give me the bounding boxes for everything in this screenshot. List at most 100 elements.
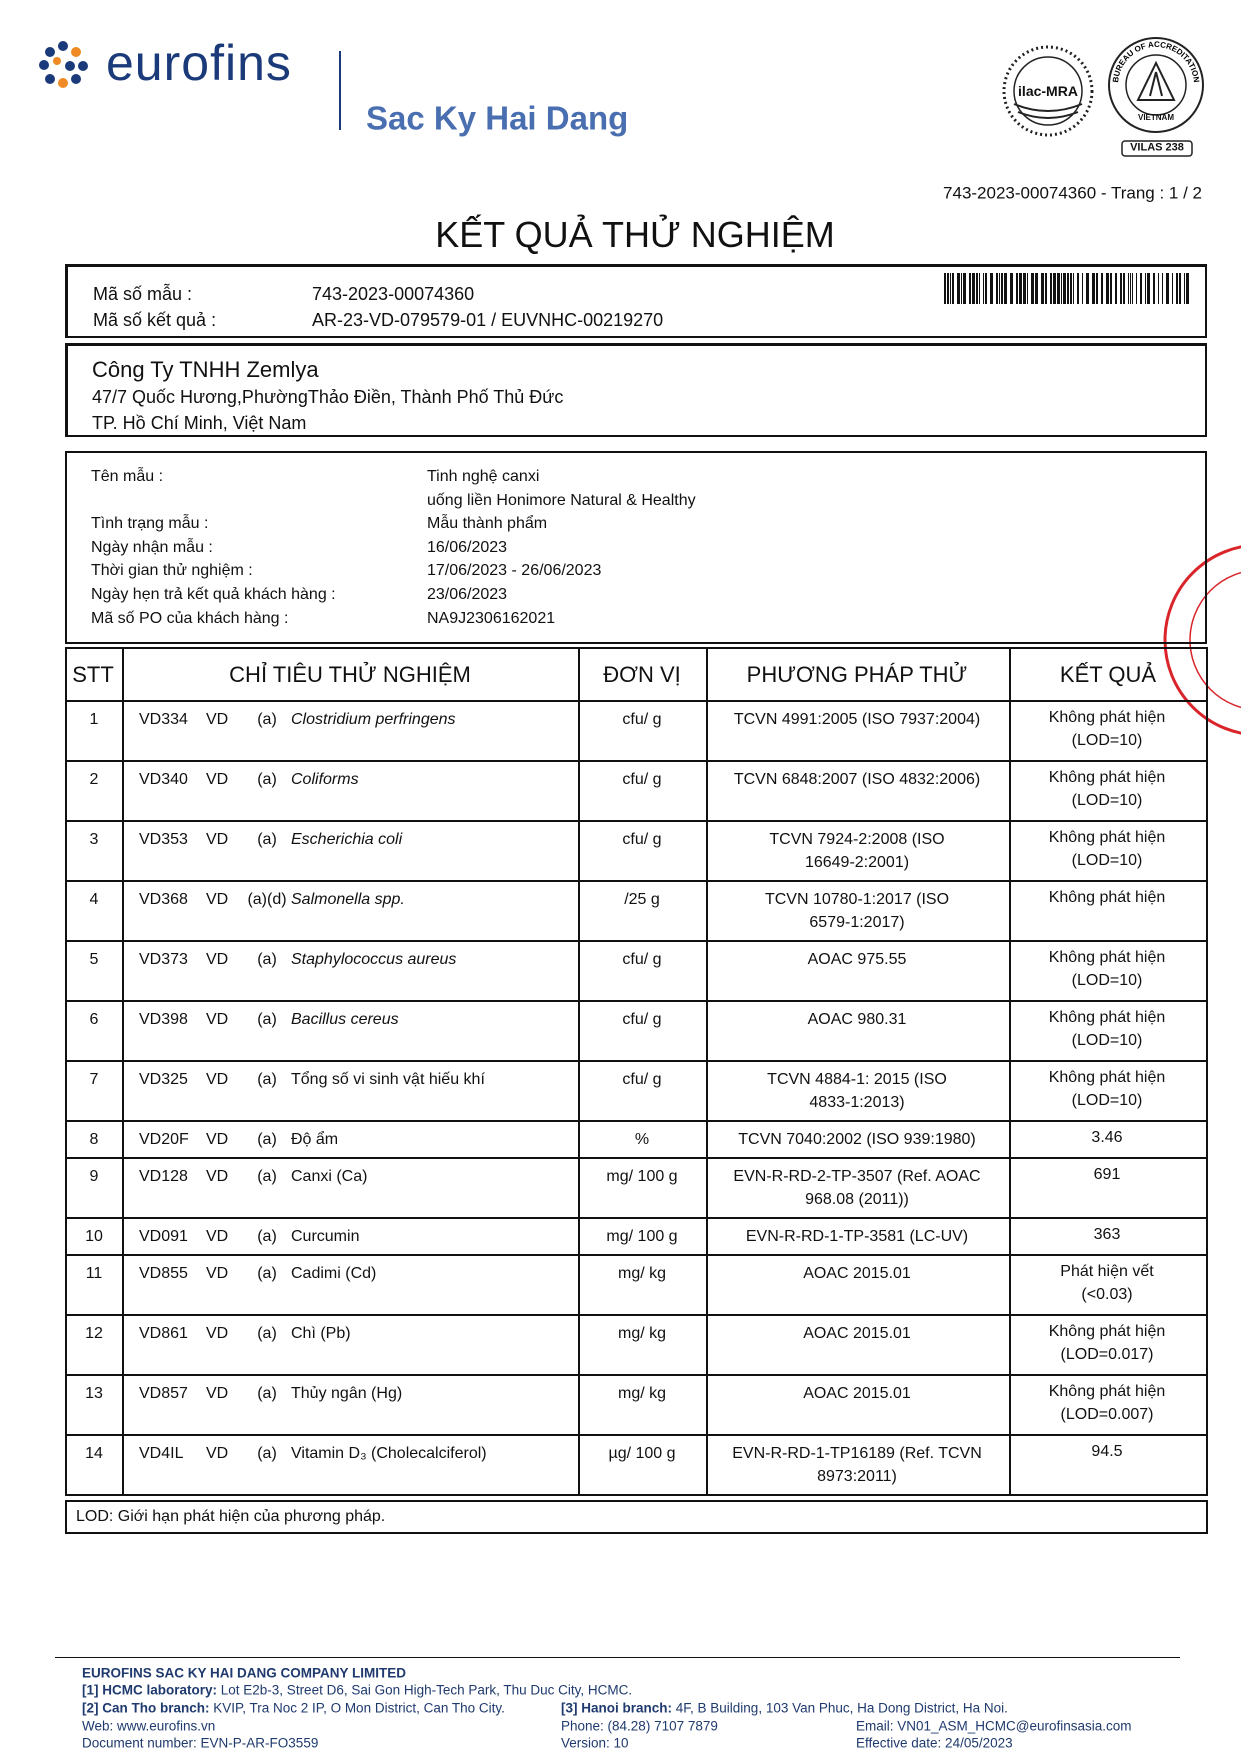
barcode-bar xyxy=(1041,273,1044,304)
table-rule xyxy=(65,760,122,762)
result: (LOD=10) xyxy=(1071,792,1143,809)
table-rule xyxy=(1009,647,1011,1494)
barcode-bar xyxy=(1004,273,1007,304)
parameter: Staphylococcus aureus xyxy=(291,951,457,968)
table-rule xyxy=(65,1494,122,1496)
method: TCVN 7924-2:2008 (ISO xyxy=(769,831,945,848)
result: 363 xyxy=(1093,1226,1121,1243)
row-number: 7 xyxy=(89,1071,99,1088)
table-rule xyxy=(122,1000,1208,1002)
code: VD340 xyxy=(139,771,188,788)
code: VD855 xyxy=(139,1265,188,1282)
note-text: LOD: Giới hạn phát hiện của phương pháp. xyxy=(76,1508,386,1525)
barcode-bar xyxy=(1045,273,1047,304)
note: (a) xyxy=(257,1385,277,1402)
row-number: 10 xyxy=(85,1228,103,1245)
result: (LOD=10) xyxy=(1071,1092,1143,1109)
lab: VD xyxy=(206,711,229,728)
barcode-bar xyxy=(1023,273,1026,304)
lab: VD xyxy=(206,771,229,788)
info-label: Thời gian thử nghiệm : xyxy=(91,562,253,580)
parameter: Clostridium perfringens xyxy=(291,711,456,728)
barcode-bar xyxy=(947,273,949,304)
info-value: NA9J2306162021 xyxy=(427,609,556,627)
barcode-bar xyxy=(1061,273,1062,304)
table-rule xyxy=(122,1157,1208,1159)
table-rule xyxy=(65,820,122,822)
row-number: 6 xyxy=(89,1011,99,1028)
info-value: Tinh nghệ canxi xyxy=(427,468,540,485)
note: (a) xyxy=(257,771,277,788)
table-rule xyxy=(65,700,122,702)
unit: cfu/ g xyxy=(622,711,662,728)
result: Phát hiện vết xyxy=(1060,1263,1154,1280)
result: (LOD=0.017) xyxy=(1060,1346,1154,1363)
footer-document: Document number: EVN-P-AR-FO3559 xyxy=(82,1735,319,1751)
parameter: Độ ẩm xyxy=(291,1131,339,1148)
method: 16649-2:2001) xyxy=(804,854,910,871)
footer-label: [2] Can Tho branch: KVIP, Tra Noc 2 IP, … xyxy=(82,1700,505,1716)
table-rule xyxy=(122,1374,1208,1376)
table-rule xyxy=(65,647,1208,649)
report-ref: 743-2023-00074360 - Trang : 1 / 2 xyxy=(943,183,1202,203)
customer-address: 47/7 Quốc Hương,PhườngThảo Điền, Thành P… xyxy=(92,387,564,407)
parameter: Chì (Pb) xyxy=(291,1325,351,1342)
barcode-bar xyxy=(1179,273,1181,304)
result: Không phát hiện xyxy=(1048,889,1166,906)
result: Không phát hiện xyxy=(1048,1383,1166,1400)
result: Không phát hiện xyxy=(1048,829,1166,846)
barcode-bar xyxy=(1001,273,1003,304)
parameter: Escherichia coli xyxy=(291,831,403,848)
code: VD373 xyxy=(139,951,188,968)
result: Không phát hiện xyxy=(1048,949,1166,966)
barcode-bar xyxy=(963,273,966,304)
stamp-inner xyxy=(1189,571,1241,709)
row-number: 13 xyxy=(85,1385,103,1402)
method: EVN-R-RD-2-TP-3507 (Ref. AOAC xyxy=(733,1168,981,1185)
barcode-bar xyxy=(1035,273,1038,304)
method: AOAC 2015.01 xyxy=(803,1325,911,1342)
barcode-bar xyxy=(1057,273,1060,304)
customer-box xyxy=(65,343,1207,346)
barcode-bar xyxy=(1110,273,1112,304)
barcode-bar xyxy=(1130,273,1131,304)
result: (LOD=10) xyxy=(1071,1032,1143,1049)
unit: cfu/ g xyxy=(622,771,662,788)
code: VD861 xyxy=(139,1325,188,1342)
column-header: CHỈ TIÊU THỬ NGHIỆM xyxy=(229,662,471,687)
barcode-bar xyxy=(1172,273,1173,304)
row-number: 5 xyxy=(89,951,99,968)
barcode-bar xyxy=(1067,273,1069,304)
note: (a) xyxy=(257,1168,277,1185)
table-rule xyxy=(65,1374,122,1376)
footer-label: [3] Hanoi branch: 4F, B Building, 103 Va… xyxy=(561,1700,1008,1716)
method: TCVN 4884-1: 2015 (ISO xyxy=(767,1071,947,1088)
row-number: 8 xyxy=(89,1131,99,1148)
row-number: 9 xyxy=(89,1168,99,1185)
code: VD857 xyxy=(139,1385,188,1402)
barcode-bar xyxy=(1031,273,1034,304)
method: 8973:2011) xyxy=(817,1468,897,1485)
parameter: Thủy ngân (Hg) xyxy=(291,1385,403,1402)
note: (a) xyxy=(257,831,277,848)
barcode-bar xyxy=(1086,273,1089,304)
column-header: STT xyxy=(72,662,114,687)
barcode-bar xyxy=(1176,273,1178,304)
barcode-bar xyxy=(1019,273,1022,304)
result: Không phát hiện xyxy=(1048,769,1166,786)
unit: mg/ 100 g xyxy=(606,1168,678,1185)
method: 6579-1:2017) xyxy=(809,914,905,931)
barcode-bar xyxy=(1136,273,1137,304)
barcode-bar xyxy=(1027,273,1028,304)
lab: VD xyxy=(206,831,229,848)
barcode-bar xyxy=(1153,273,1155,304)
footer-text: Lot E2b-3, Street D6, Sai Gon High-Tech … xyxy=(217,1682,633,1698)
barcode-bar xyxy=(1140,273,1142,304)
result: Không phát hiện xyxy=(1048,709,1166,726)
method: TCVN 6848:2007 (ISO 4832:2006) xyxy=(733,771,981,788)
table-rule xyxy=(122,760,1208,762)
note-box xyxy=(65,1500,67,1534)
code: VD4IL xyxy=(139,1445,184,1462)
